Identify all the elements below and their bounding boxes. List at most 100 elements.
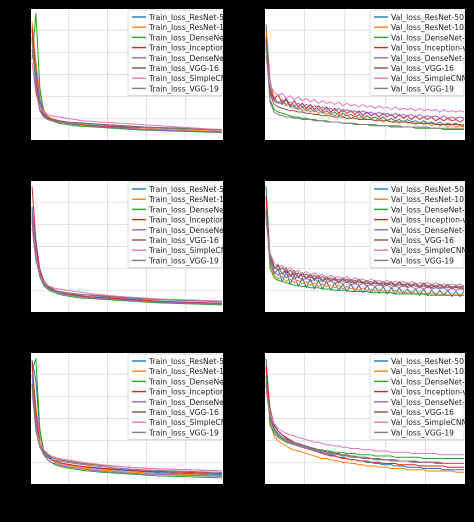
legend-label: Val_loss_ResNet-101	[391, 367, 466, 376]
plot-frame	[30, 8, 224, 141]
legend-label: Train_loss_DenseNet-201	[148, 398, 224, 407]
legend-label: Val_loss_SimpleCNN	[391, 74, 466, 83]
legend-label: Val_loss_VGG-16	[391, 64, 454, 73]
legend-label: Val_loss_VGG-16	[391, 236, 454, 245]
series-line-val-loss-densenet-201	[265, 215, 465, 291]
legend-label: Val_loss_DenseNet-201	[391, 398, 466, 407]
legend-box	[369, 353, 465, 440]
chart-panel-4: Val_loss_ResNet-50Val_loss_ResNet-101Val…	[264, 180, 466, 313]
legend-box	[127, 9, 223, 96]
plot-frame	[264, 8, 466, 141]
series-line-val-loss-vgg-19	[265, 213, 465, 289]
legend-box	[369, 9, 465, 96]
legend-box	[127, 353, 223, 440]
legend-label: Train_loss_DenseNet-201	[148, 54, 224, 63]
legend-label: Train_loss_ResNet-50	[148, 357, 224, 366]
legend-label: Val_loss_ResNet-50	[391, 185, 464, 194]
legend-label: Val_loss_SimpleCNN	[391, 246, 466, 255]
legend-label: Train_loss_SimpleCNN	[148, 418, 224, 427]
legend-label: Train_loss_SimpleCNN	[148, 246, 224, 255]
legend: Val_loss_ResNet-50Val_loss_ResNet-101Val…	[369, 9, 466, 96]
chart-panel-5: Train_loss_ResNet-50Train_loss_ResNet-10…	[30, 352, 224, 485]
series-line-train-loss-resnet-101	[31, 365, 223, 477]
legend-label: Train_loss_DenseNet-169	[148, 33, 224, 42]
plot-frame	[30, 180, 224, 313]
series-line-train-loss-inception-v3	[31, 186, 223, 304]
series-line-train-loss-simplecnn	[31, 61, 223, 131]
legend-label: Train_loss_Inception-v3	[148, 388, 224, 397]
legend-label: Val_loss_ResNet-101	[391, 23, 466, 32]
series-line-train-loss-simplecnn	[31, 393, 223, 472]
series-line-train-loss-simplecnn	[31, 227, 223, 302]
series-line-train-loss-vgg-19	[31, 39, 223, 131]
legend-label: Val_loss_Inception-v3	[391, 44, 466, 53]
legend: Val_loss_ResNet-50Val_loss_ResNet-101Val…	[369, 181, 466, 268]
series-line-train-loss-vgg-19	[31, 218, 223, 303]
legend-label: Train_loss_DenseNet-201	[148, 226, 224, 235]
legend-label: Train_loss_VGG-19	[148, 84, 219, 93]
plot-frame	[264, 180, 466, 313]
legend-label: Train_loss_VGG-16	[148, 408, 219, 417]
legend-label: Train_loss_VGG-19	[148, 428, 219, 437]
series-line-train-loss-vgg-19	[31, 385, 223, 473]
legend-label: Train_loss_SimpleCNN	[148, 74, 224, 83]
legend-label: Train_loss_DenseNet-169	[148, 205, 224, 214]
legend-label: Val_loss_DenseNet-201	[391, 226, 466, 235]
series-line-val-loss-resnet-101	[265, 202, 465, 296]
series-line-val-loss-simplecnn	[265, 390, 464, 456]
series-line-train-loss-inception-v3	[31, 362, 223, 474]
series-line-val-loss-resnet-101	[265, 368, 464, 473]
legend-box	[369, 181, 465, 268]
legend-label: Val_loss_ResNet-101	[391, 195, 466, 204]
series-line-val-loss-resnet-101	[265, 30, 465, 128]
legend-label: Train_loss_VGG-19	[148, 256, 219, 265]
legend-label: Train_loss_Inception-v3	[148, 216, 224, 225]
legend-label: Val_loss_ResNet-50	[391, 357, 464, 366]
series-line-val-loss-vgg-19	[265, 383, 464, 464]
plot-frame	[264, 352, 466, 485]
legend-label: Val_loss_DenseNet-169	[391, 33, 466, 42]
chart-panel-3: Train_loss_ResNet-50Train_loss_ResNet-10…	[30, 180, 224, 313]
series-line-val-loss-vgg-19	[265, 46, 464, 129]
legend-label: Train_loss_ResNet-101	[148, 23, 224, 32]
legend-label: Val_loss_Inception-v3	[391, 216, 466, 225]
legend-label: Val_loss_DenseNet-169	[391, 377, 466, 386]
series-line-val-loss-densenet-169	[265, 208, 464, 296]
legend-label: Val_loss_VGG-16	[391, 408, 454, 417]
legend-label: Val_loss_ResNet-50	[391, 13, 464, 22]
series-line-train-loss-densenet-169	[31, 215, 223, 306]
legend-label: Train_loss_ResNet-101	[148, 367, 224, 376]
series-line-val-loss-resnet-50	[265, 24, 465, 127]
series-line-val-loss-vgg-16	[265, 39, 465, 127]
legend-label: Train_loss_ResNet-50	[148, 13, 224, 22]
legend-label: Train_loss_ResNet-50	[148, 185, 224, 194]
series-line-train-loss-densenet-201	[31, 374, 223, 477]
chart-panel-6: Val_loss_ResNet-50Val_loss_ResNet-101Val…	[264, 352, 466, 485]
legend-label: Val_loss_VGG-19	[391, 428, 454, 437]
legend-label: Val_loss_Inception-v3	[391, 388, 466, 397]
legend-label: Train_loss_VGG-16	[148, 236, 219, 245]
legend-label: Train_loss_Inception-v3	[148, 44, 224, 53]
legend-label: Train_loss_DenseNet-169	[148, 377, 224, 386]
legend-label: Train_loss_ResNet-101	[148, 195, 224, 204]
series-line-val-loss-vgg-16	[265, 211, 465, 290]
series-line-val-loss-inception-v3	[265, 36, 465, 123]
legend-label: Val_loss_VGG-19	[391, 256, 454, 265]
chart-panel-1: Train_loss_ResNet-50Train_loss_ResNet-10…	[30, 8, 224, 141]
legend: Train_loss_ResNet-50Train_loss_ResNet-10…	[127, 353, 224, 440]
series-line-train-loss-densenet-201	[31, 208, 223, 305]
legend-label: Val_loss_SimpleCNN	[391, 418, 466, 427]
plot-frame	[30, 352, 224, 485]
legend-label: Train_loss_VGG-16	[148, 64, 219, 73]
series-line-val-loss-simplecnn	[265, 55, 465, 113]
legend-label: Val_loss_DenseNet-169	[391, 205, 466, 214]
chart-panel-2: Val_loss_ResNet-50Val_loss_ResNet-101Val…	[264, 8, 466, 141]
legend-label: Val_loss_VGG-19	[391, 84, 454, 93]
legend-box	[127, 181, 223, 268]
legend: Train_loss_ResNet-50Train_loss_ResNet-10…	[127, 9, 224, 96]
legend: Train_loss_ResNet-50Train_loss_ResNet-10…	[127, 181, 224, 268]
series-line-val-loss-densenet-201	[265, 49, 465, 119]
legend: Val_loss_ResNet-50Val_loss_ResNet-101Val…	[369, 353, 466, 440]
legend-label: Val_loss_DenseNet-201	[391, 54, 466, 63]
